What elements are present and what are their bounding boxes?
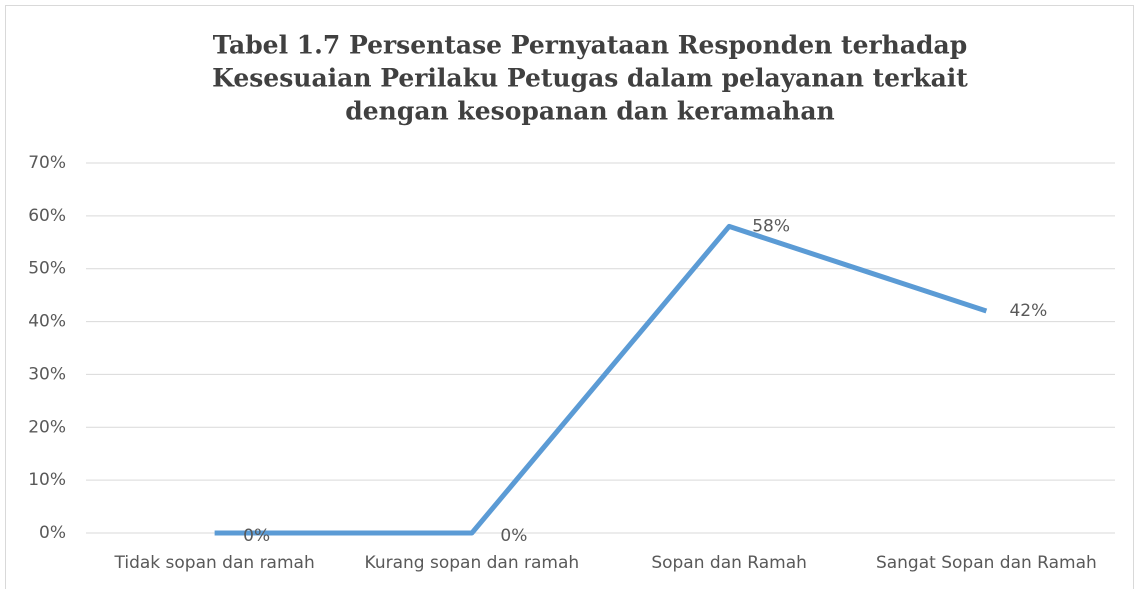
x-tick-label: Sopan dan Ramah [651,553,807,573]
y-tick-label: 30% [28,364,66,384]
data-label: 0% [500,526,527,546]
y-tick-label: 10% [28,470,66,490]
y-tick-label: 50% [28,259,66,279]
y-tick-label: 20% [28,417,66,437]
data-label: 42% [1009,301,1047,321]
chart-title: Tabel 1.7 Persentase Pernyataan Responde… [213,31,967,60]
x-tick-label: Kurang sopan dan ramah [365,553,580,573]
chart-border [5,5,1134,589]
y-tick-label: 60% [28,206,66,226]
x-tick-label: Sangat Sopan dan Ramah [876,553,1097,573]
y-tick-label: 40% [28,312,66,332]
chart-title: dengan kesopanan dan keramahan [345,97,834,126]
y-tick-label: 0% [39,523,66,543]
line [214,223,988,536]
chart-title: Kesesuaian Perilaku Petugas dalam pelaya… [212,64,968,93]
y-tick-label: 70% [28,153,66,173]
x-tick-label: Tidak sopan dan ramah [114,553,315,573]
data-label: 0% [243,526,270,546]
data-label: 58% [752,216,790,236]
